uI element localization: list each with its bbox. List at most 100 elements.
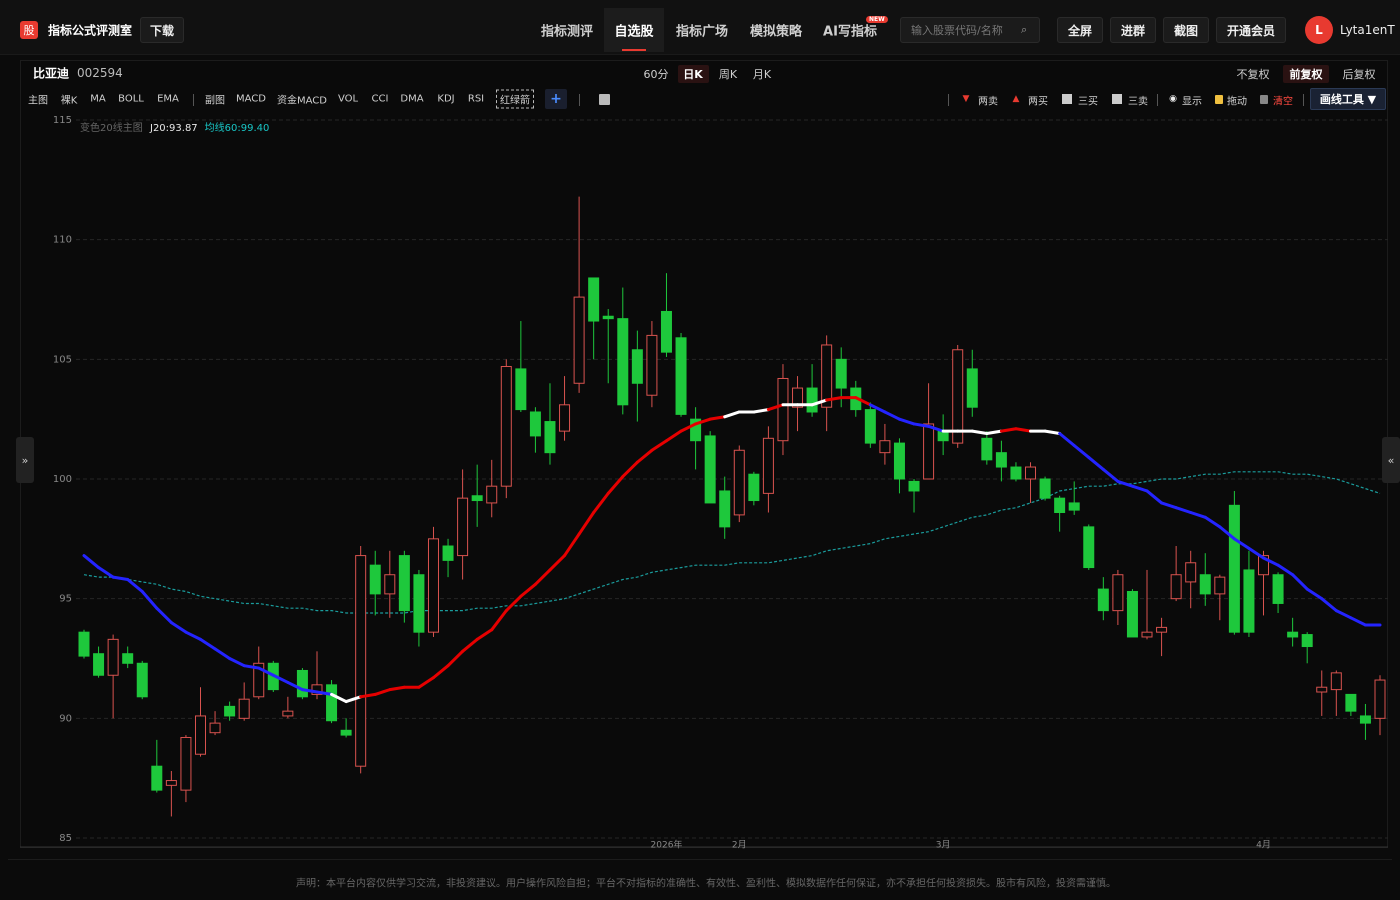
period[interactable]: 60分 [643, 68, 669, 81]
draw-tool[interactable]: 拖动 [1227, 96, 1247, 108]
search-box[interactable]: 输入股票代码/名称 ⌕ [900, 17, 1040, 43]
indicator[interactable]: 主图 [28, 95, 48, 107]
j20-segment [111, 575, 130, 582]
j20-segment [1349, 616, 1367, 627]
indicator[interactable]: 裸K [60, 95, 78, 107]
nav-item[interactable]: AI写指标 [823, 24, 877, 40]
j20-segment [1232, 537, 1251, 550]
j20-segment [82, 554, 101, 570]
indicator[interactable]: VOL [337, 93, 359, 105]
period[interactable]: 月K [752, 68, 772, 81]
j20-segment [184, 630, 202, 641]
brand[interactable]: 指标公式评测室 [48, 23, 133, 38]
j20-segment [868, 403, 887, 414]
save-icon[interactable] [599, 94, 610, 105]
y-tick-label: 85 [59, 833, 72, 844]
header-button[interactable]: 进群 [1110, 17, 1156, 43]
collapse-left[interactable]: » [16, 437, 34, 483]
candle-body [442, 545, 454, 561]
adjust[interactable]: 前复权 [1289, 68, 1323, 81]
candle-body [1330, 672, 1342, 691]
j20-segment [1174, 506, 1193, 515]
candle-body [1054, 497, 1066, 514]
indicator[interactable]: 资金MACD [277, 95, 327, 107]
j20-segment [431, 664, 450, 680]
avatar[interactable]: L [1305, 16, 1333, 44]
nav-item[interactable]: 指标测评 [540, 24, 594, 40]
candle-body [180, 736, 192, 791]
adjust[interactable]: 不复权 [1236, 68, 1270, 81]
indicator[interactable]: 红绿箭 [496, 89, 534, 109]
collapse-right[interactable]: « [1382, 437, 1400, 483]
j20-segment [592, 491, 610, 515]
indicator[interactable]: EMA [157, 93, 179, 105]
nav-item[interactable]: 模拟策略 [749, 24, 803, 40]
adjust[interactable]: 后复权 [1342, 68, 1376, 81]
add-indicator[interactable]: + [545, 89, 567, 109]
nav-item[interactable]: 指标广场 [675, 24, 729, 40]
user-name[interactable]: Lyta1enT [1340, 23, 1395, 37]
candle-body [93, 653, 105, 676]
header-button[interactable]: 全屏 [1057, 17, 1103, 43]
indicator[interactable]: KDJ [437, 93, 455, 105]
candle-body [995, 452, 1007, 468]
j20-segment [446, 649, 465, 668]
j20-segment [461, 637, 479, 653]
j20-segment [897, 417, 916, 426]
separator [948, 94, 949, 106]
indicator[interactable]: MACD [236, 93, 266, 105]
candle-body [559, 404, 571, 432]
j20-segment [1014, 427, 1033, 433]
draw-tool-button[interactable]: 画线工具 ▼ [1310, 88, 1386, 110]
candle-body [311, 684, 323, 695]
separator [193, 94, 194, 106]
candle-body [908, 480, 920, 492]
candle-body [690, 418, 702, 442]
j20-segment [723, 410, 741, 419]
candle-body [821, 344, 833, 408]
draw-tool[interactable]: 两买 [1028, 96, 1048, 108]
indicator[interactable]: BOLL [118, 93, 144, 105]
indicator[interactable]: MA [90, 93, 106, 105]
candle-body [500, 366, 512, 487]
header: 股 指标公式评测室 下载 指标测评 自选股 指标广场 模拟策略 AI写指标 NE… [0, 0, 1400, 55]
header-button[interactable]: 截图 [1163, 17, 1209, 43]
candle-body [151, 765, 163, 791]
separator [579, 94, 580, 106]
draw-tool[interactable]: 两卖 [978, 96, 998, 108]
j20-segment [315, 690, 334, 696]
download-button[interactable]: 下载 [140, 17, 184, 43]
candle-body [602, 315, 614, 320]
nav-item[interactable]: 自选股 [614, 24, 654, 40]
candle-body [1112, 574, 1124, 612]
period[interactable]: 周K [718, 68, 738, 81]
j20-segment [1130, 484, 1149, 493]
j20-segment [271, 673, 290, 684]
candle-body [1039, 478, 1051, 499]
draw-tool[interactable]: 三卖 [1128, 96, 1148, 108]
candle-body [486, 485, 498, 504]
x-tick-label: 3月 [936, 840, 951, 851]
draw-tool[interactable]: 三买 [1078, 96, 1098, 108]
j20-segment [475, 628, 494, 641]
j20-segment [373, 688, 392, 696]
j20-segment [330, 692, 348, 704]
candle-body [617, 318, 629, 406]
indicator[interactable]: DMA [400, 93, 424, 105]
j20-segment [1101, 467, 1120, 483]
candle-body [165, 780, 177, 786]
candle-body [893, 442, 905, 480]
candle-body [1316, 686, 1328, 693]
candle-body [544, 421, 556, 454]
indicator[interactable]: RSI [467, 93, 485, 105]
draw-tool[interactable]: 显示 [1182, 96, 1202, 108]
indicator[interactable]: CCI [371, 93, 389, 105]
candle-body [1170, 574, 1182, 600]
indicator[interactable]: 副图 [205, 95, 225, 107]
period[interactable]: 日K [683, 68, 703, 81]
legend-title: 变色20线主图 [80, 121, 143, 134]
draw-tool[interactable]: 清空 [1273, 96, 1293, 108]
header-button[interactable]: 开通会员 [1216, 17, 1286, 43]
j20-segment [810, 398, 829, 407]
j20-segment [650, 439, 668, 452]
